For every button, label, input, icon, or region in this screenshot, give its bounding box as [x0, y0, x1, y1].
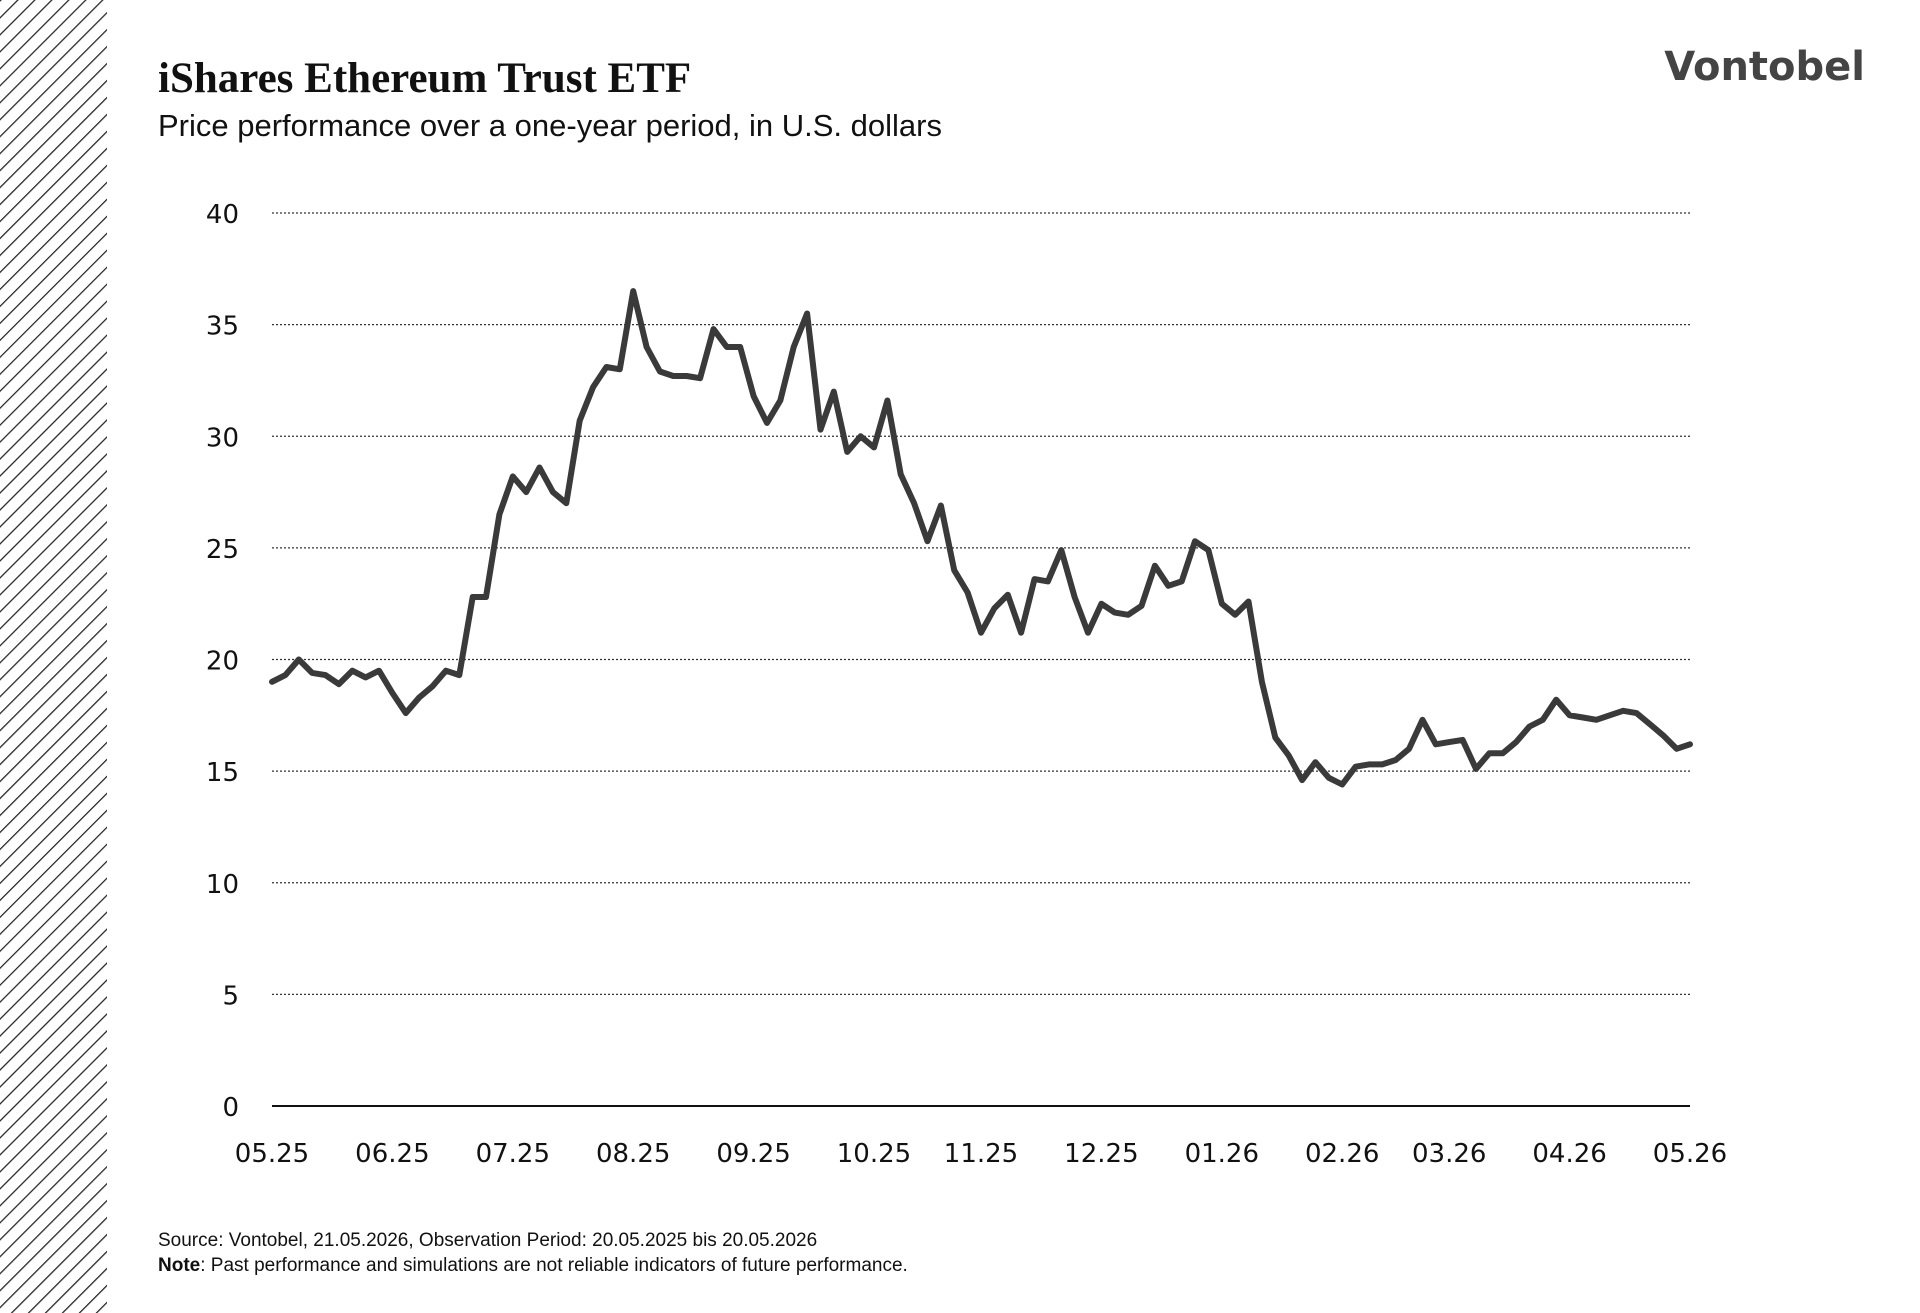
price-line	[269, 288, 1693, 788]
y-tick-label: 15	[206, 758, 239, 788]
x-tick-label: 12.25	[1064, 1139, 1138, 1169]
note-text: : Past performance and simulations are n…	[200, 1255, 908, 1276]
brand-logo: Vontobel	[1664, 44, 1865, 90]
x-tick-label: 08.25	[596, 1139, 670, 1169]
chart-subtitle: Price performance over a one-year period…	[158, 108, 942, 143]
y-tick-label: 35	[206, 312, 239, 342]
x-tick-label: 10.25	[837, 1139, 911, 1169]
x-tick-label: 06.25	[355, 1139, 429, 1169]
y-tick-label: 5	[222, 981, 239, 1011]
note-label: Note	[158, 1255, 200, 1276]
y-tick-label: 30	[206, 423, 239, 453]
y-tick-label: 20	[206, 647, 239, 677]
y-tick-label: 0	[222, 1093, 239, 1123]
x-tick-label: 07.25	[476, 1139, 550, 1169]
x-tick-label: 11.25	[944, 1139, 1018, 1169]
y-tick-label: 10	[206, 870, 239, 900]
x-tick-label: 04.26	[1532, 1139, 1606, 1169]
y-tick-label: 40	[206, 200, 239, 230]
note: Note: Past performance and simulations a…	[158, 1255, 908, 1276]
x-tick-label: 03.26	[1412, 1139, 1486, 1169]
x-tick-label: 01.26	[1185, 1139, 1259, 1169]
chart-title: iShares Ethereum Trust ETF	[158, 55, 691, 102]
y-tick-label: 25	[206, 535, 239, 565]
x-tick-label: 09.25	[716, 1139, 790, 1169]
x-tick-label: 05.26	[1653, 1139, 1727, 1169]
source: Source: Vontobel, 21.05.2026, Observatio…	[158, 1230, 817, 1251]
x-tick-label: 02.26	[1305, 1139, 1379, 1169]
hatch-strip	[0, 0, 107, 1313]
x-tick-label: 05.25	[235, 1139, 309, 1169]
